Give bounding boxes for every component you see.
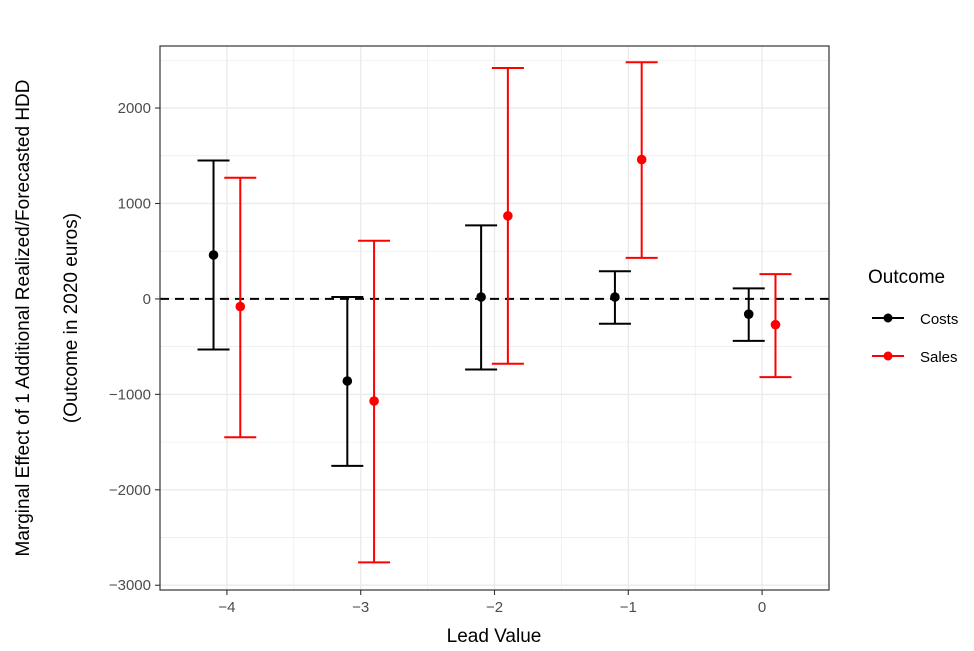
legend: Outcome Costs Sales — [868, 267, 958, 366]
y-tick-label: −2000 — [109, 482, 151, 499]
legend-label-costs: Costs — [920, 311, 958, 328]
legend-key-costs — [872, 313, 904, 323]
point-estimate-costs — [743, 309, 754, 319]
y-tick-label: −3000 — [109, 577, 151, 594]
y-tick-label: −1000 — [109, 386, 151, 403]
x-axis: −4 −3 −2 −1 0 — [218, 590, 766, 616]
point-estimates — [208, 154, 781, 406]
y-axis-title-line2: (Outcome in 2020 euros) — [61, 213, 82, 423]
point-estimate-sales — [235, 301, 246, 312]
x-tick-label: −1 — [620, 599, 637, 616]
legend-title: Outcome — [868, 267, 945, 288]
point-estimate-sales — [770, 319, 781, 330]
point-estimate-costs — [208, 250, 219, 260]
legend-label-sales: Sales — [920, 349, 958, 366]
point-estimate-sales — [369, 396, 379, 406]
x-tick-label: 0 — [758, 599, 766, 616]
point-estimate-costs — [610, 292, 620, 302]
y-axis-title-line1: Marginal Effect of 1 Additional Realized… — [13, 79, 34, 556]
point-estimate-costs — [342, 376, 353, 386]
point-estimate-sales — [636, 154, 647, 165]
legend-dot-sales — [883, 351, 893, 361]
x-tick-label: −3 — [352, 599, 369, 616]
y-tick-label: 2000 — [118, 100, 151, 117]
legend-key-sales — [872, 351, 904, 361]
x-axis-title: Lead Value — [447, 626, 542, 647]
point-estimate-sales — [503, 211, 513, 221]
x-tick-label: −4 — [218, 599, 235, 616]
y-axis: −3000 −2000 −1000 0 1000 2000 — [109, 100, 160, 594]
x-tick-label: −2 — [486, 599, 503, 616]
y-tick-label: 1000 — [118, 195, 151, 212]
legend-dot-costs — [883, 313, 893, 323]
y-tick-label: 0 — [143, 291, 151, 308]
point-estimate-costs — [476, 292, 486, 302]
